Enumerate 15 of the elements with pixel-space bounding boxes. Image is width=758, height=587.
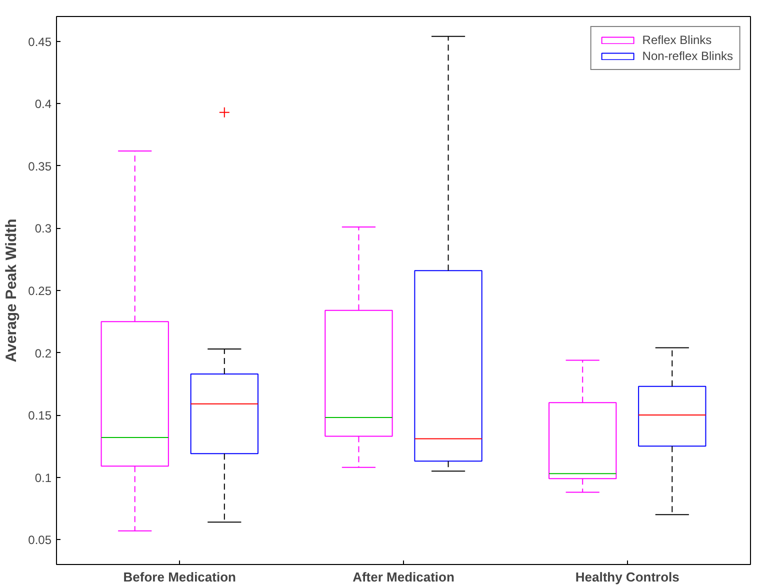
y-tick-label: 0.3 xyxy=(34,222,52,236)
y-axis-title: Average Peak Width xyxy=(3,218,20,362)
x-tick-label: Healthy Controls xyxy=(575,570,680,584)
y-tick-label: 0.2 xyxy=(34,346,52,360)
legend-label: Reflex Blinks xyxy=(642,33,712,47)
y-tick-label: 0.45 xyxy=(28,34,52,49)
y-tick-label: 0.05 xyxy=(28,533,52,548)
y-tick-label: 0.1 xyxy=(34,470,52,485)
legend-label: Non-reflex Blinks xyxy=(642,49,733,63)
x-tick-label: After Medication xyxy=(352,570,454,584)
y-tick-label: 0.35 xyxy=(28,159,52,174)
y-tick-label: 0.4 xyxy=(34,97,52,112)
y-tick-label: 0.25 xyxy=(28,284,52,298)
y-tick-label: 0.15 xyxy=(28,408,52,423)
x-tick-label: Before Medication xyxy=(123,570,236,584)
